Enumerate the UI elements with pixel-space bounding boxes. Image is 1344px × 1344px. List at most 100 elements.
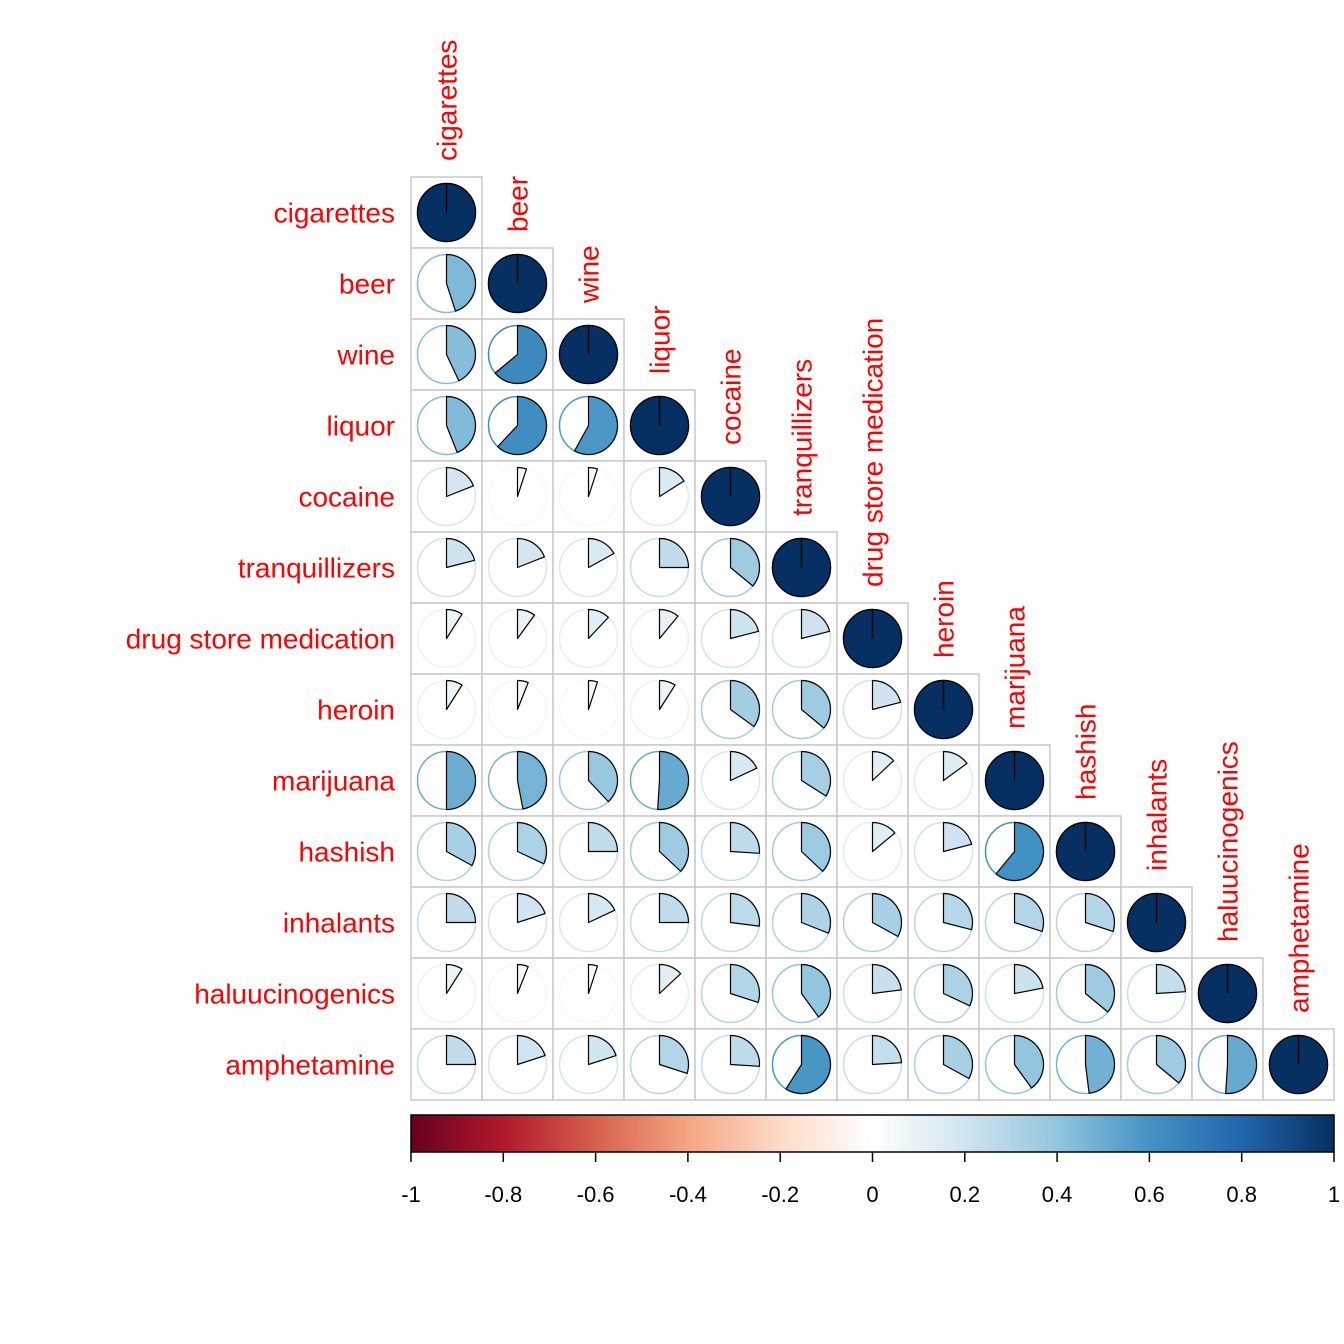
pie-slice: [445, 1034, 477, 1066]
pie-slice: [658, 679, 676, 711]
cell-amphetamine-cigarettes: [410, 1028, 483, 1101]
pie-slice: [445, 253, 477, 312]
cell-tranquillizers-beer: [481, 531, 554, 604]
cell-hashish-wine: [552, 815, 625, 888]
pie-slice: [800, 679, 832, 729]
cell-wine-beer: [481, 318, 554, 391]
row-label-amphetamine: amphetamine: [225, 1050, 395, 1081]
cell-haluucinogenics-haluucinogenics: [1191, 957, 1264, 1030]
cell-amphetamine-tranquillizers: [765, 1028, 838, 1101]
cell-haluucinogenics-beer: [481, 957, 554, 1030]
cell-liquor-cigarettes: [410, 389, 483, 462]
pie-slice: [658, 821, 690, 872]
pie-slice: [445, 324, 477, 382]
row-labels: cigarettes beer wine liquor cocaine tranquill…: [126, 198, 396, 1081]
pie-slice: [785, 1034, 832, 1095]
pie-slice: [658, 1034, 690, 1075]
pie-slice: [445, 892, 477, 924]
pie-slice: [445, 821, 477, 867]
row-label-tranquillizers: tranquillizers: [238, 553, 395, 584]
cell-drug-store-medication-liquor: [623, 602, 696, 675]
column-label-cigarettes: cigarettes: [432, 40, 463, 161]
cell-amphetamine-drug-store-medication: [836, 1028, 909, 1101]
colorbar-tick-label: -0.4: [669, 1182, 707, 1207]
cell-haluucinogenics-tranquillizers: [765, 957, 838, 1030]
row-label-heroin: heroin: [317, 695, 395, 726]
pie-slice: [729, 537, 761, 587]
pie-slice: [871, 1034, 903, 1066]
correlation-cells: [410, 176, 1335, 1101]
cell-heroin-cigarettes: [410, 673, 483, 746]
column-label-inhalants: inhalants: [1142, 759, 1173, 871]
pie-slice: [658, 537, 690, 569]
pie-slice: [942, 1034, 974, 1080]
pie-slice: [942, 750, 968, 782]
pie-slice: [871, 821, 896, 853]
colorbar-tick-label: 1: [1328, 1182, 1340, 1207]
cell-haluucinogenics-heroin: [907, 957, 980, 1030]
pie-slice: [729, 1034, 761, 1067]
cell-hashish-drug-store-medication: [836, 815, 909, 888]
pie-slice: [516, 608, 536, 640]
cell-tranquillizers-liquor: [623, 531, 696, 604]
pie-slice: [573, 395, 619, 456]
cell-inhalants-marijuana: [978, 886, 1051, 959]
pie-slice: [658, 466, 685, 498]
cell-amphetamine-cocaine: [694, 1028, 767, 1101]
pie-slice: [995, 821, 1045, 882]
row-label-cocaine: cocaine: [298, 482, 395, 513]
pie-slice: [516, 892, 546, 924]
column-labels: cigarettes beer wine liquor cocaine tranquill…: [432, 40, 1315, 1013]
cell-hashish-cigarettes: [410, 815, 483, 888]
column-label-drug-store-medication: drug store medication: [858, 318, 889, 587]
pie-slice: [497, 395, 548, 456]
colorbar-ticks: -1 -0.8 -0.6 -0.4 -0.2 0 0.2 0.4 0.6 0.8 1: [401, 1152, 1340, 1207]
cell-tranquillizers-cigarettes: [410, 531, 483, 604]
row-label-cigarettes: cigarettes: [274, 198, 395, 229]
cell-haluucinogenics-hashish: [1049, 957, 1122, 1030]
pie-slice: [445, 963, 463, 995]
cell-cocaine-cigarettes: [410, 460, 483, 533]
cell-cocaine-wine: [552, 460, 625, 533]
pie-slice: [1084, 1034, 1116, 1094]
pie-slice: [800, 821, 832, 872]
column-label-haluucinogenics: haluucinogenics: [1213, 741, 1244, 942]
pie-slice: [1155, 963, 1187, 995]
colorbar-tick-label: -0.8: [484, 1182, 522, 1207]
pie-slice: [587, 750, 619, 803]
cell-amphetamine-hashish: [1049, 1028, 1122, 1101]
colorbar-tick-label: 0: [866, 1182, 878, 1207]
pie-slice: [587, 1034, 617, 1066]
pie-slice: [1013, 1034, 1045, 1089]
cell-amphetamine-amphetamine: [1262, 1028, 1335, 1101]
pie-slice: [942, 892, 974, 931]
pie-slice: [658, 892, 690, 924]
cell-haluucinogenics-wine: [552, 957, 625, 1030]
cell-amphetamine-marijuana: [978, 1028, 1051, 1101]
cell-haluucinogenics-inhalants: [1120, 957, 1193, 1030]
pie-slice: [729, 679, 761, 728]
cell-wine-wine: [552, 318, 625, 391]
pie-slice: [587, 892, 616, 924]
colorbar-tick-label: 0.6: [1134, 1182, 1165, 1207]
pie-slice: [729, 608, 760, 640]
row-label-hashish: hashish: [298, 837, 395, 868]
cell-inhalants-drug-store-medication: [836, 886, 909, 959]
cell-heroin-heroin: [907, 673, 980, 746]
cell-amphetamine-inhalants: [1120, 1028, 1193, 1101]
cell-amphetamine-beer: [481, 1028, 554, 1101]
cell-hashish-marijuana: [978, 815, 1051, 888]
column-label-wine: wine: [574, 245, 605, 304]
cell-amphetamine-liquor: [623, 1028, 696, 1101]
column-label-liquor: liquor: [645, 306, 676, 374]
cell-marijuana-cocaine: [694, 744, 767, 817]
column-label-beer: beer: [503, 176, 534, 232]
pie-slice: [729, 892, 761, 927]
cell-drug-store-medication-cigarettes: [410, 602, 483, 675]
cell-cigarettes-cigarettes: [410, 176, 483, 249]
cell-liquor-liquor: [623, 389, 696, 462]
pie-slice: [1013, 963, 1044, 995]
pie-slice: [587, 821, 619, 853]
pie-slice: [729, 963, 761, 1004]
pie-slice: [516, 750, 548, 810]
